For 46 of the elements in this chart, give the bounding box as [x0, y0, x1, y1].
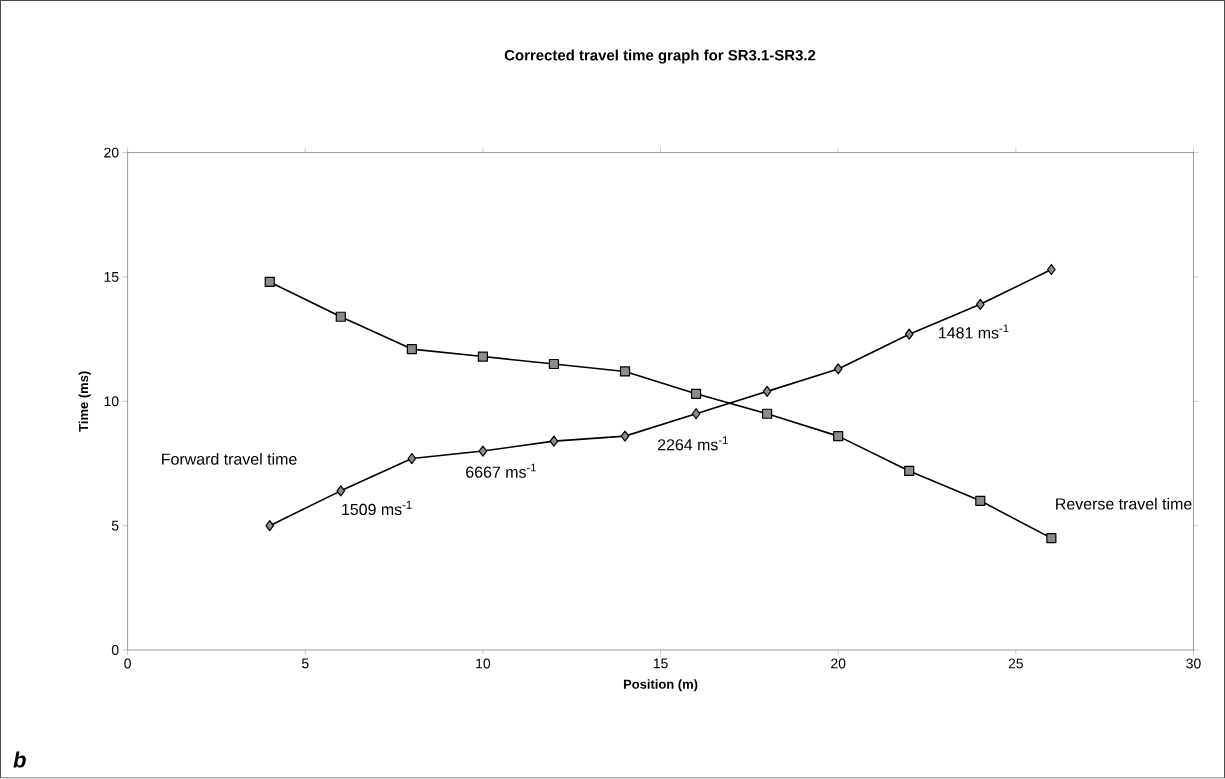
x-tick-label: 0 [124, 658, 131, 669]
point [477, 351, 488, 362]
point [1046, 533, 1057, 544]
point [620, 430, 630, 442]
annotation: 1509 ms$^{-1}$ [342, 501, 412, 516]
point [833, 363, 843, 375]
point [690, 388, 702, 400]
point [406, 344, 417, 355]
series-label: Reverse travel time [1056, 498, 1192, 510]
point [548, 359, 560, 370]
x-tick-label: 25 [1008, 658, 1023, 669]
point [407, 453, 417, 465]
point [335, 311, 346, 323]
point [762, 408, 773, 420]
point [833, 431, 844, 442]
annotation: 1481 ms$^{-1}$ [939, 324, 1009, 339]
point [691, 408, 701, 420]
y-tick-label: 0 [111, 645, 119, 656]
point [762, 385, 772, 398]
annotation: 6667 ms$^{-1}$ [466, 463, 536, 478]
point [478, 445, 488, 457]
y-tick-label: 15 [104, 272, 119, 283]
annotation: 2264 ms$^{-1}$ [657, 436, 728, 451]
text: Forward travel time [162, 453, 297, 465]
x-tick-label: 15 [653, 658, 668, 669]
point [904, 328, 914, 340]
y-tick-label: 20 [104, 147, 119, 158]
text: b [13, 751, 26, 768]
point [619, 366, 631, 377]
point [549, 435, 559, 447]
chart-title: Corrected travel time graph for SR3.1-SR3.2 [504, 49, 816, 64]
x-axis-title: Position (m) [623, 679, 698, 692]
x-tick-label: 10 [476, 658, 491, 669]
point [265, 520, 275, 532]
point [264, 277, 275, 288]
x-tick-label: 5 [301, 658, 309, 669]
point [336, 485, 346, 497]
point [975, 495, 986, 507]
y-tick-label: 10 [104, 396, 119, 407]
y-axis-title: Time (ms) [78, 371, 91, 432]
point [1047, 264, 1056, 276]
x-tick-label: 20 [831, 658, 846, 669]
point [975, 298, 985, 311]
point [904, 466, 915, 477]
x-tick-label: 30 [1186, 658, 1201, 669]
y-tick-label: 5 [111, 520, 119, 531]
